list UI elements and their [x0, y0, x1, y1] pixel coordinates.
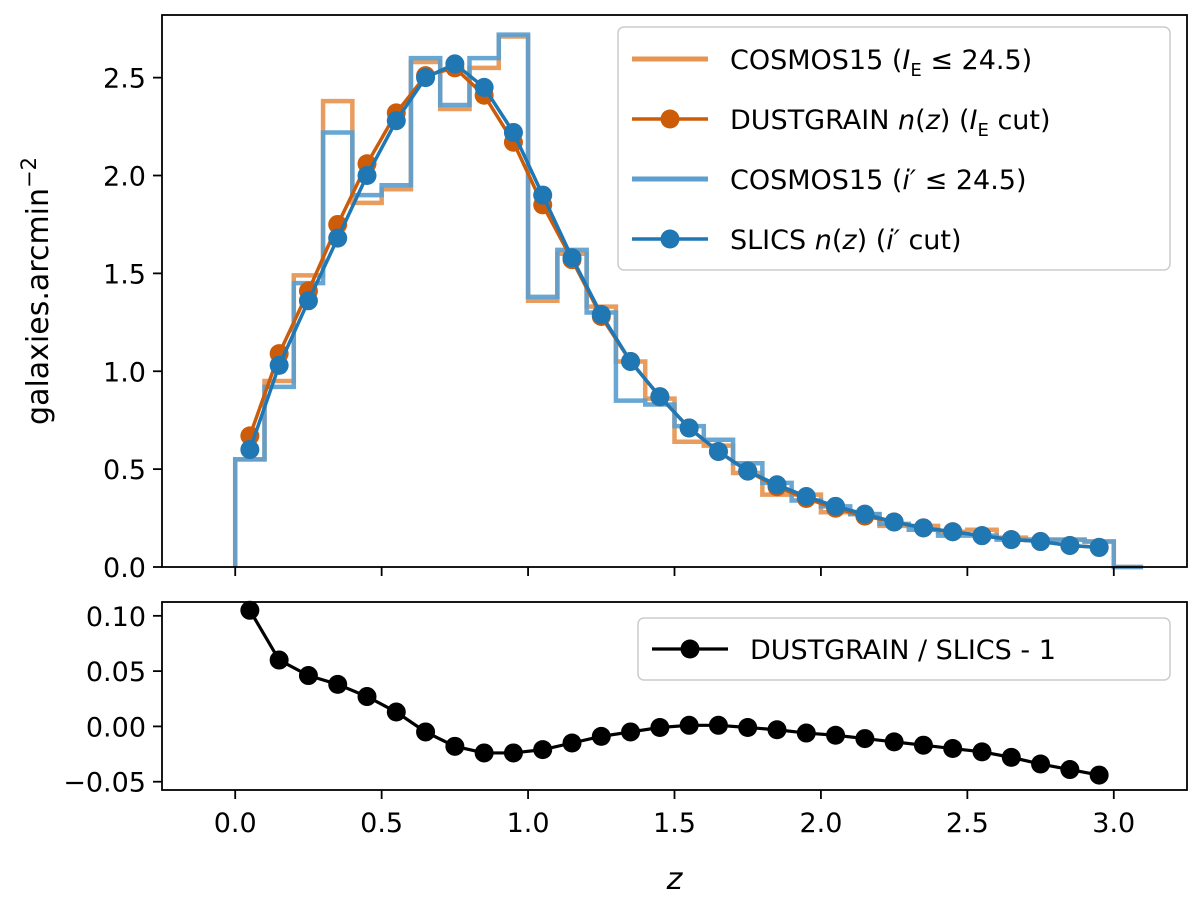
marker-series-3-15	[679, 418, 699, 438]
marker-series-3-27	[1031, 532, 1051, 552]
marker-series-3-2	[298, 291, 318, 311]
bottom-xtick-label-3: 1.5	[653, 808, 696, 839]
ratio-marker-10	[533, 740, 553, 760]
ratio-marker-8	[474, 743, 494, 763]
marker-series-3-3	[328, 228, 348, 248]
ratio-marker-12	[591, 726, 611, 746]
ratio-marker-28	[1060, 760, 1080, 780]
marker-series-3-20	[826, 496, 846, 516]
marker-series-3-4	[357, 166, 377, 186]
ratio-marker-1	[269, 650, 289, 670]
marker-series-3-22	[884, 512, 904, 532]
marker-series-3-26	[1001, 530, 1021, 550]
ratio-marker-16	[708, 715, 728, 735]
marker-series-3-24	[943, 522, 963, 542]
top-panel: 0.0 0.5 1.0 1.5 2.0 2.5 galaxies.arcmin−2 COSMO…	[17, 14, 1188, 584]
legend-label-2: COSMOS15 (i′ ≤ 24.5)	[730, 165, 1027, 196]
ratio-marker-14	[650, 718, 670, 738]
legend-label-0: COSMOS15 (IE ≤ 24.5)	[730, 45, 1032, 81]
ratio-marker-18	[767, 720, 787, 740]
top-ytick-label-4: 2.0	[103, 162, 146, 193]
marker-series-3-8	[474, 77, 494, 97]
bottom-xtick-label-2: 1.0	[507, 808, 550, 839]
top-ylabel: galaxies.arcmin−2	[17, 157, 56, 425]
ratio-marker-9	[503, 743, 523, 763]
ratio-marker-3	[328, 674, 348, 694]
top-ytick-label-5: 2.5	[103, 64, 146, 95]
ratio-marker-11	[562, 733, 582, 753]
top-ytick-label-1: 0.5	[103, 455, 146, 486]
ratio-marker-5	[386, 702, 406, 722]
ratio-marker-4	[357, 687, 377, 707]
bottom-xtick-label-6: 3.0	[1092, 808, 1135, 839]
ratio-marker-20	[826, 725, 846, 745]
ratio-marker-29	[1089, 765, 1109, 785]
bottom-xtick-label-5: 2.5	[946, 808, 989, 839]
bottom-ytick-label-1: 0.05	[86, 657, 146, 688]
marker-series-3-13	[621, 351, 641, 371]
ratio-marker-27	[1031, 754, 1051, 774]
ratio-marker-19	[796, 723, 816, 743]
ratio-marker-6	[416, 722, 436, 742]
marker-series-3-1	[269, 355, 289, 375]
bottom-legend-label: DUSTGRAIN / SLICS - 1	[750, 635, 1056, 666]
marker-series-3-17	[738, 461, 758, 481]
legend-label-3: SLICS n(z) (i′ cut)	[730, 225, 962, 256]
bottom-xlabel: z	[666, 862, 684, 893]
ratio-marker-24	[943, 739, 963, 759]
marker-series-3-10	[533, 185, 553, 205]
top-ytick-label-0: 0.0	[103, 553, 146, 584]
ratio-marker-7	[445, 736, 465, 756]
top-ytick-label-3: 1.5	[103, 259, 146, 290]
ratio-marker-2	[298, 666, 318, 686]
ratio-marker-13	[621, 722, 641, 742]
ratio-marker-21	[855, 729, 875, 749]
marker-series-3-23	[913, 518, 933, 538]
marker-series-3-7	[445, 54, 465, 74]
marker-series-3-16	[708, 442, 728, 462]
marker-series-3-21	[855, 504, 875, 524]
bottom-panel: 0.10 0.05 0.00 −0.05 0.0 0.5 1.0 1.5 2.0 2.5 3.0 z D…	[63, 600, 1188, 897]
bottom-legend-box	[637, 617, 1171, 681]
marker-series-3-14	[650, 387, 670, 407]
marker-series-3-25	[972, 526, 992, 546]
legend-label-1: DUSTGRAIN n(z) (IE cut)	[730, 105, 1051, 141]
bottom-xtick-label-0: 0.0	[214, 808, 257, 839]
marker-series-3-29	[1089, 537, 1109, 557]
bottom-ytick-label-2: 0.00	[86, 712, 146, 743]
top-ytick-label-2: 1.0	[103, 357, 146, 388]
ratio-marker-0	[240, 600, 260, 620]
marker-series-3-18	[767, 475, 787, 495]
marker-series-3-6	[416, 68, 436, 88]
ratio-marker-22	[884, 732, 904, 752]
ratio-marker-25	[972, 742, 992, 762]
ratio-marker-23	[913, 735, 933, 755]
marker-series-3-5	[386, 111, 406, 131]
bottom-xtick-label-1: 0.5	[360, 808, 403, 839]
bottom-xtick-label-4: 2.0	[799, 808, 842, 839]
bottom-ytick-label-3: −0.05	[63, 768, 146, 799]
marker-series-3-9	[503, 122, 523, 142]
ratio-marker-15	[679, 715, 699, 735]
marker-series-3-28	[1060, 535, 1080, 555]
marker-series-3-19	[796, 487, 816, 507]
top-legend-box	[617, 26, 1171, 271]
marker-series-3-11	[562, 248, 582, 268]
ratio-marker-17	[738, 718, 758, 738]
bottom-ytick-label-0: 0.10	[86, 602, 146, 633]
legend-marker-1	[660, 109, 680, 129]
ratio-marker-26	[1001, 747, 1021, 767]
bottom-legend-marker	[680, 639, 700, 659]
marker-series-3-12	[591, 304, 611, 324]
legend-marker-3	[660, 229, 680, 249]
marker-series-3-0	[240, 440, 260, 460]
